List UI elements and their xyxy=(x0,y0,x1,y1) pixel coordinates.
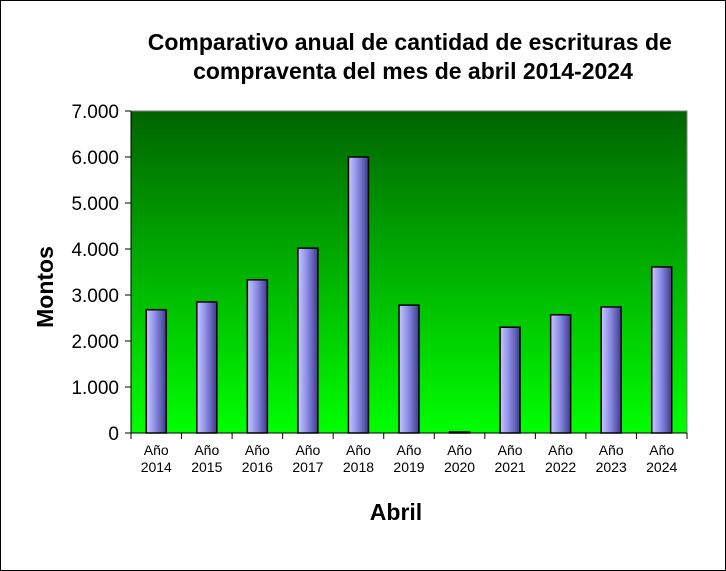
x-tick-label: Año 2017 xyxy=(292,442,323,475)
bar xyxy=(398,304,420,434)
chart-title-line-2: compraventa del mes de abril 2014-2024 xyxy=(193,58,633,84)
chart-title: Comparativo anual de cantidad de escritu… xyxy=(148,29,678,84)
y-tick-label: 0 xyxy=(108,424,119,445)
x-axis: Año 2014 Año 2015 Año 2016 Año 2017 Año 2018 Año 20… xyxy=(130,432,688,475)
chart-title-line-1: Comparativo anual de cantidad de escritu… xyxy=(148,29,672,55)
bar xyxy=(650,266,673,434)
bar xyxy=(145,308,168,434)
bar xyxy=(600,306,622,434)
y-tick-label: 2.000 xyxy=(71,332,119,353)
y-tick-label: 6.000 xyxy=(71,148,119,169)
y-tick-label: 3.000 xyxy=(71,286,119,307)
bar xyxy=(246,279,269,434)
bars-group xyxy=(145,156,673,434)
y-axis: 0 1.000 2.000 3.000 4.000 5.000 6.000 7.000 xyxy=(71,102,132,445)
x-tick-label: Año 2019 xyxy=(393,442,424,475)
x-tick-label: Año 2014 xyxy=(141,442,172,475)
x-tick-label: Año 2022 xyxy=(545,442,576,475)
bar xyxy=(499,326,521,434)
x-tick-label: Año 2023 xyxy=(596,442,627,475)
x-tick-label: Año 2024 xyxy=(646,442,677,475)
x-tick-label: Año 2016 xyxy=(242,442,273,475)
y-axis-title: Montos xyxy=(32,246,58,328)
y-tick-label: 7.000 xyxy=(71,102,119,123)
x-axis-title: Abril xyxy=(370,499,422,525)
y-tick-label: 1.000 xyxy=(71,378,119,399)
x-tick-label: Año 2021 xyxy=(495,442,526,475)
bar xyxy=(549,314,572,434)
y-tick-label: 4.000 xyxy=(71,240,119,261)
bar xyxy=(297,247,319,434)
x-tick-label: Año 2018 xyxy=(343,442,374,475)
y-tick-label: 5.000 xyxy=(71,194,119,215)
x-tick-label: Año 2020 xyxy=(444,442,475,475)
bar xyxy=(196,301,218,434)
x-tick-label: Año 2015 xyxy=(191,442,222,475)
bar xyxy=(347,156,370,434)
